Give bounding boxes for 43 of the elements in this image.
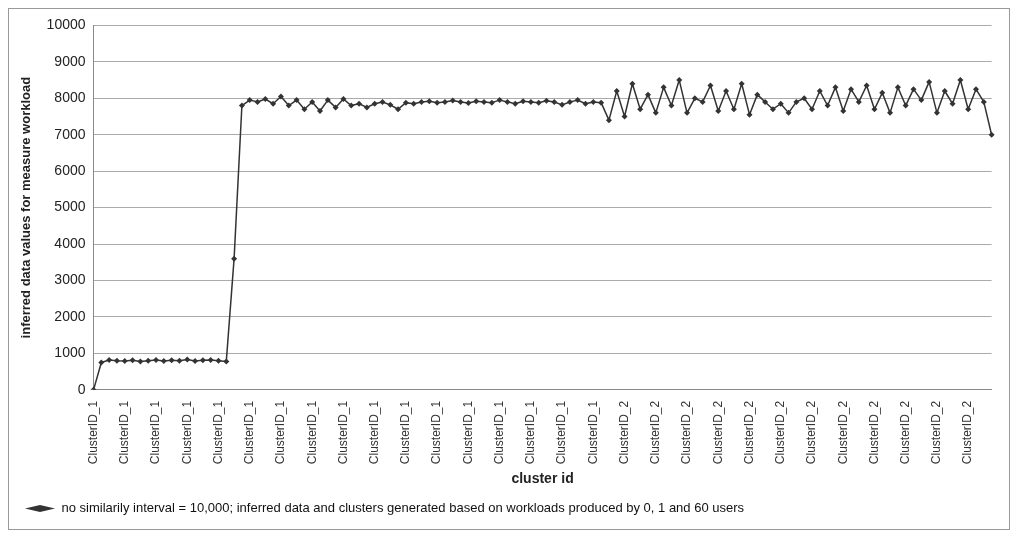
- x-tick-label: ClusterID_1: [85, 400, 100, 465]
- x-tick-label: ClusterID_1: [460, 400, 475, 465]
- x-tick-label: ClusterID_1: [242, 400, 257, 465]
- y-tick-label: 5000: [54, 198, 86, 215]
- x-tick-label: ClusterID_2: [804, 400, 819, 465]
- x-tick-label: ClusterID_2: [898, 400, 913, 465]
- x-tick-label: ClusterID_1: [117, 400, 132, 465]
- y-tick-label: 9000: [54, 52, 86, 69]
- y-tick-label: 7000: [54, 125, 86, 142]
- x-tick-label: ClusterID_1: [210, 400, 225, 465]
- y-tick-label: 8000: [54, 89, 86, 106]
- x-tick-label: ClusterID_1: [398, 400, 413, 465]
- x-tick-label: ClusterID_1: [429, 400, 444, 465]
- y-tick-label: 3000: [54, 271, 86, 288]
- x-tick-label: ClusterID_1: [273, 400, 288, 465]
- x-tick-label: ClusterID_2: [866, 400, 881, 465]
- x-tick-label: ClusterID_2: [616, 400, 631, 465]
- x-tick-label: ClusterID_2: [710, 400, 725, 465]
- x-tick-label: ClusterID_1: [523, 400, 538, 465]
- x-tick-label: ClusterID_1: [148, 400, 163, 465]
- x-tick-label: ClusterID_2: [929, 400, 944, 465]
- x-tick-label: ClusterID_1: [179, 400, 194, 465]
- y-tick-label: 10000: [46, 16, 86, 33]
- x-tick-label: ClusterID_2: [773, 400, 788, 465]
- x-tick-label: ClusterID_1: [585, 400, 600, 465]
- x-tick-label: ClusterID_2: [648, 400, 663, 465]
- y-tick-label: 6000: [54, 162, 86, 179]
- x-tick-label: ClusterID_2: [679, 400, 694, 465]
- y-axis-title: inferred data values for measure workload: [18, 76, 34, 339]
- x-tick-label: ClusterID_1: [335, 400, 350, 465]
- y-tick-label: 4000: [54, 234, 86, 251]
- y-tick-label: 2000: [54, 307, 86, 324]
- x-tick-label: ClusterID_1: [366, 400, 381, 465]
- x-tick-label: ClusterID_2: [835, 400, 850, 465]
- x-tick-label: ClusterID_2: [960, 400, 975, 465]
- x-tick-label: ClusterID_1: [554, 400, 569, 465]
- y-tick-label: 0: [77, 380, 86, 397]
- x-tick-label: ClusterID_1: [304, 400, 319, 465]
- legend-label: no similarily interval = 10,000; inferred data and clusters generated based on workloads produced by 0, 1 and 60 users: [61, 500, 745, 516]
- y-tick-label: 1000: [54, 344, 86, 361]
- x-axis-title: cluster id: [511, 470, 574, 487]
- x-tick-label: ClusterID_1: [491, 400, 506, 465]
- x-tick-label: ClusterID_2: [741, 400, 756, 465]
